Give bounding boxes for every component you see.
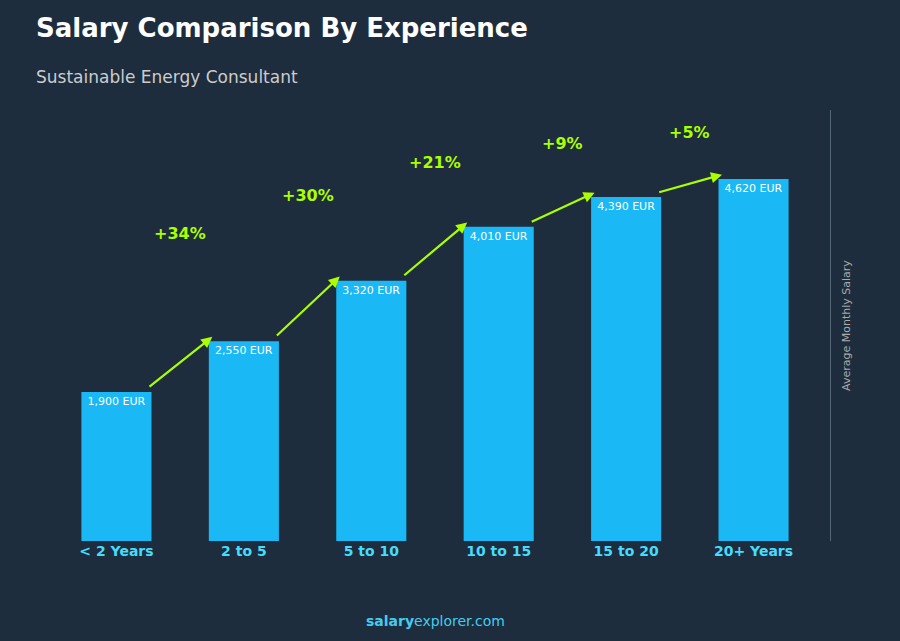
svg-text:1,900 EUR: 1,900 EUR bbox=[87, 395, 145, 408]
svg-text:10 to 15: 10 to 15 bbox=[466, 543, 531, 559]
svg-text:< 2 Years: < 2 Years bbox=[79, 543, 153, 559]
svg-text:2 to 5: 2 to 5 bbox=[221, 543, 267, 559]
svg-text:salaryexplorer.com: salaryexplorer.com bbox=[366, 613, 505, 629]
svg-text:4,010 EUR: 4,010 EUR bbox=[470, 230, 528, 243]
svg-text:+30%: +30% bbox=[282, 186, 334, 205]
svg-text:3,320 EUR: 3,320 EUR bbox=[342, 284, 400, 297]
svg-text:4,390 EUR: 4,390 EUR bbox=[597, 200, 655, 213]
svg-text:+9%: +9% bbox=[542, 134, 583, 153]
svg-text:15 to 20: 15 to 20 bbox=[594, 543, 659, 559]
svg-text:Average Monthly Salary: Average Monthly Salary bbox=[840, 260, 853, 391]
svg-text:5 to 10: 5 to 10 bbox=[344, 543, 400, 559]
svg-text:2,550 EUR: 2,550 EUR bbox=[215, 344, 273, 357]
svg-text:Sustainable Energy Consultant: Sustainable Energy Consultant bbox=[36, 67, 298, 87]
svg-text:Salary Comparison By Experienc: Salary Comparison By Experience bbox=[36, 13, 528, 43]
svg-text:+21%: +21% bbox=[409, 153, 461, 172]
svg-text:4,620 EUR: 4,620 EUR bbox=[725, 182, 783, 195]
svg-text:20+ Years: 20+ Years bbox=[714, 543, 793, 559]
svg-text:+34%: +34% bbox=[154, 224, 206, 243]
svg-text:+5%: +5% bbox=[669, 123, 710, 142]
